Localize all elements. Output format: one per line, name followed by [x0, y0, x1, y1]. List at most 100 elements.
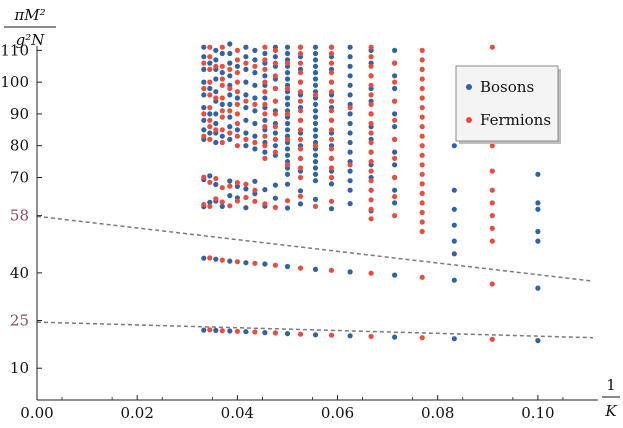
point-fermions: [252, 101, 258, 107]
y-tick-label: 100: [0, 73, 29, 91]
point-fermions: [392, 98, 398, 104]
point-bosons: [207, 130, 213, 136]
point-bosons: [262, 330, 268, 336]
point-fermions: [207, 105, 213, 111]
point-bosons: [284, 181, 291, 187]
point-bosons: [243, 105, 249, 111]
point-bosons: [227, 136, 233, 142]
point-bosons: [213, 89, 219, 95]
fit-lines: [36, 215, 594, 339]
point-bosons: [213, 139, 219, 146]
point-bosons: [284, 70, 291, 76]
point-bosons: [284, 76, 291, 82]
point-fermions: [419, 162, 425, 168]
point-fermions: [252, 329, 258, 335]
point-bosons: [219, 50, 225, 57]
y-axis-label-denominator: g²N: [16, 31, 46, 49]
point-fermions: [201, 201, 207, 208]
point-bosons: [392, 272, 398, 278]
point-bosons: [392, 334, 398, 340]
point-fermions: [489, 143, 495, 149]
point-bosons: [272, 130, 278, 136]
point-bosons: [347, 92, 353, 98]
point-fermions: [419, 335, 425, 341]
point-fermions: [284, 60, 291, 66]
point-fermions: [234, 198, 240, 204]
point-bosons: [392, 85, 398, 92]
point-bosons: [243, 79, 249, 85]
point-bosons: [219, 70, 225, 76]
point-fermions: [392, 136, 398, 142]
point-fermions: [207, 179, 213, 185]
point-fermions: [419, 47, 425, 54]
point-bosons: [213, 181, 219, 188]
point-fermions: [328, 155, 335, 161]
point-fermions: [262, 155, 268, 161]
point-bosons: [262, 149, 268, 155]
point-fermions: [419, 76, 425, 82]
point-bosons: [284, 146, 291, 152]
point-fermions: [207, 44, 213, 50]
legend-label-bosons: Bosons: [480, 78, 534, 96]
point-fermions: [328, 136, 335, 142]
x-tick-label: 0.00: [20, 404, 53, 422]
point-fermions: [234, 70, 240, 76]
point-bosons: [227, 328, 233, 334]
legend-label-fermions: Fermions: [480, 111, 551, 129]
point-bosons: [347, 82, 353, 88]
point-bosons: [262, 95, 268, 101]
point-fermions: [392, 79, 398, 85]
point-fermions: [219, 114, 225, 120]
point-fermions: [207, 255, 213, 261]
point-bosons: [207, 85, 213, 92]
point-fermions: [234, 120, 240, 127]
point-fermions: [262, 44, 268, 50]
point-fermions: [207, 327, 213, 333]
point-bosons: [243, 117, 249, 123]
point-fermions: [262, 101, 268, 107]
point-fermions: [272, 262, 278, 268]
point-fermions: [272, 124, 278, 130]
y-tick-label: 58: [10, 207, 29, 225]
point-fermions: [219, 82, 225, 88]
point-bosons: [227, 258, 233, 264]
point-fermions: [392, 155, 398, 161]
point-bosons: [535, 200, 541, 206]
point-bosons: [262, 117, 268, 123]
x-tick-label: 0.02: [120, 404, 153, 422]
point-fermions: [368, 216, 374, 222]
point-fermions: [213, 175, 219, 182]
point-fermions: [272, 47, 278, 54]
point-fermions: [489, 200, 495, 206]
point-fermions: [207, 203, 213, 209]
point-bosons: [312, 266, 319, 272]
point-bosons: [201, 105, 207, 111]
point-fermions: [272, 98, 278, 104]
point-fermions: [284, 198, 291, 204]
point-fermions: [419, 143, 425, 149]
point-fermions: [213, 63, 219, 69]
point-fermions: [227, 108, 233, 114]
x-tick-label: 0.08: [421, 404, 454, 422]
point-bosons: [284, 44, 291, 50]
point-bosons: [284, 331, 291, 337]
point-bosons: [227, 114, 233, 120]
point-bosons: [262, 187, 268, 193]
point-bosons: [201, 255, 207, 261]
point-fermions: [368, 130, 374, 136]
point-bosons: [451, 187, 457, 193]
point-bosons: [347, 149, 353, 155]
point-fermions: [297, 79, 304, 85]
point-bosons: [207, 173, 213, 179]
point-bosons: [272, 143, 278, 149]
point-fermions: [328, 98, 335, 104]
point-fermions: [297, 136, 304, 142]
point-fermions: [419, 219, 425, 225]
point-bosons: [347, 63, 353, 69]
point-bosons: [312, 127, 319, 133]
point-fermions: [392, 117, 398, 123]
point-bosons: [201, 327, 207, 333]
point-bosons: [392, 111, 398, 117]
point-fermions: [262, 66, 268, 72]
point-bosons: [272, 54, 278, 60]
